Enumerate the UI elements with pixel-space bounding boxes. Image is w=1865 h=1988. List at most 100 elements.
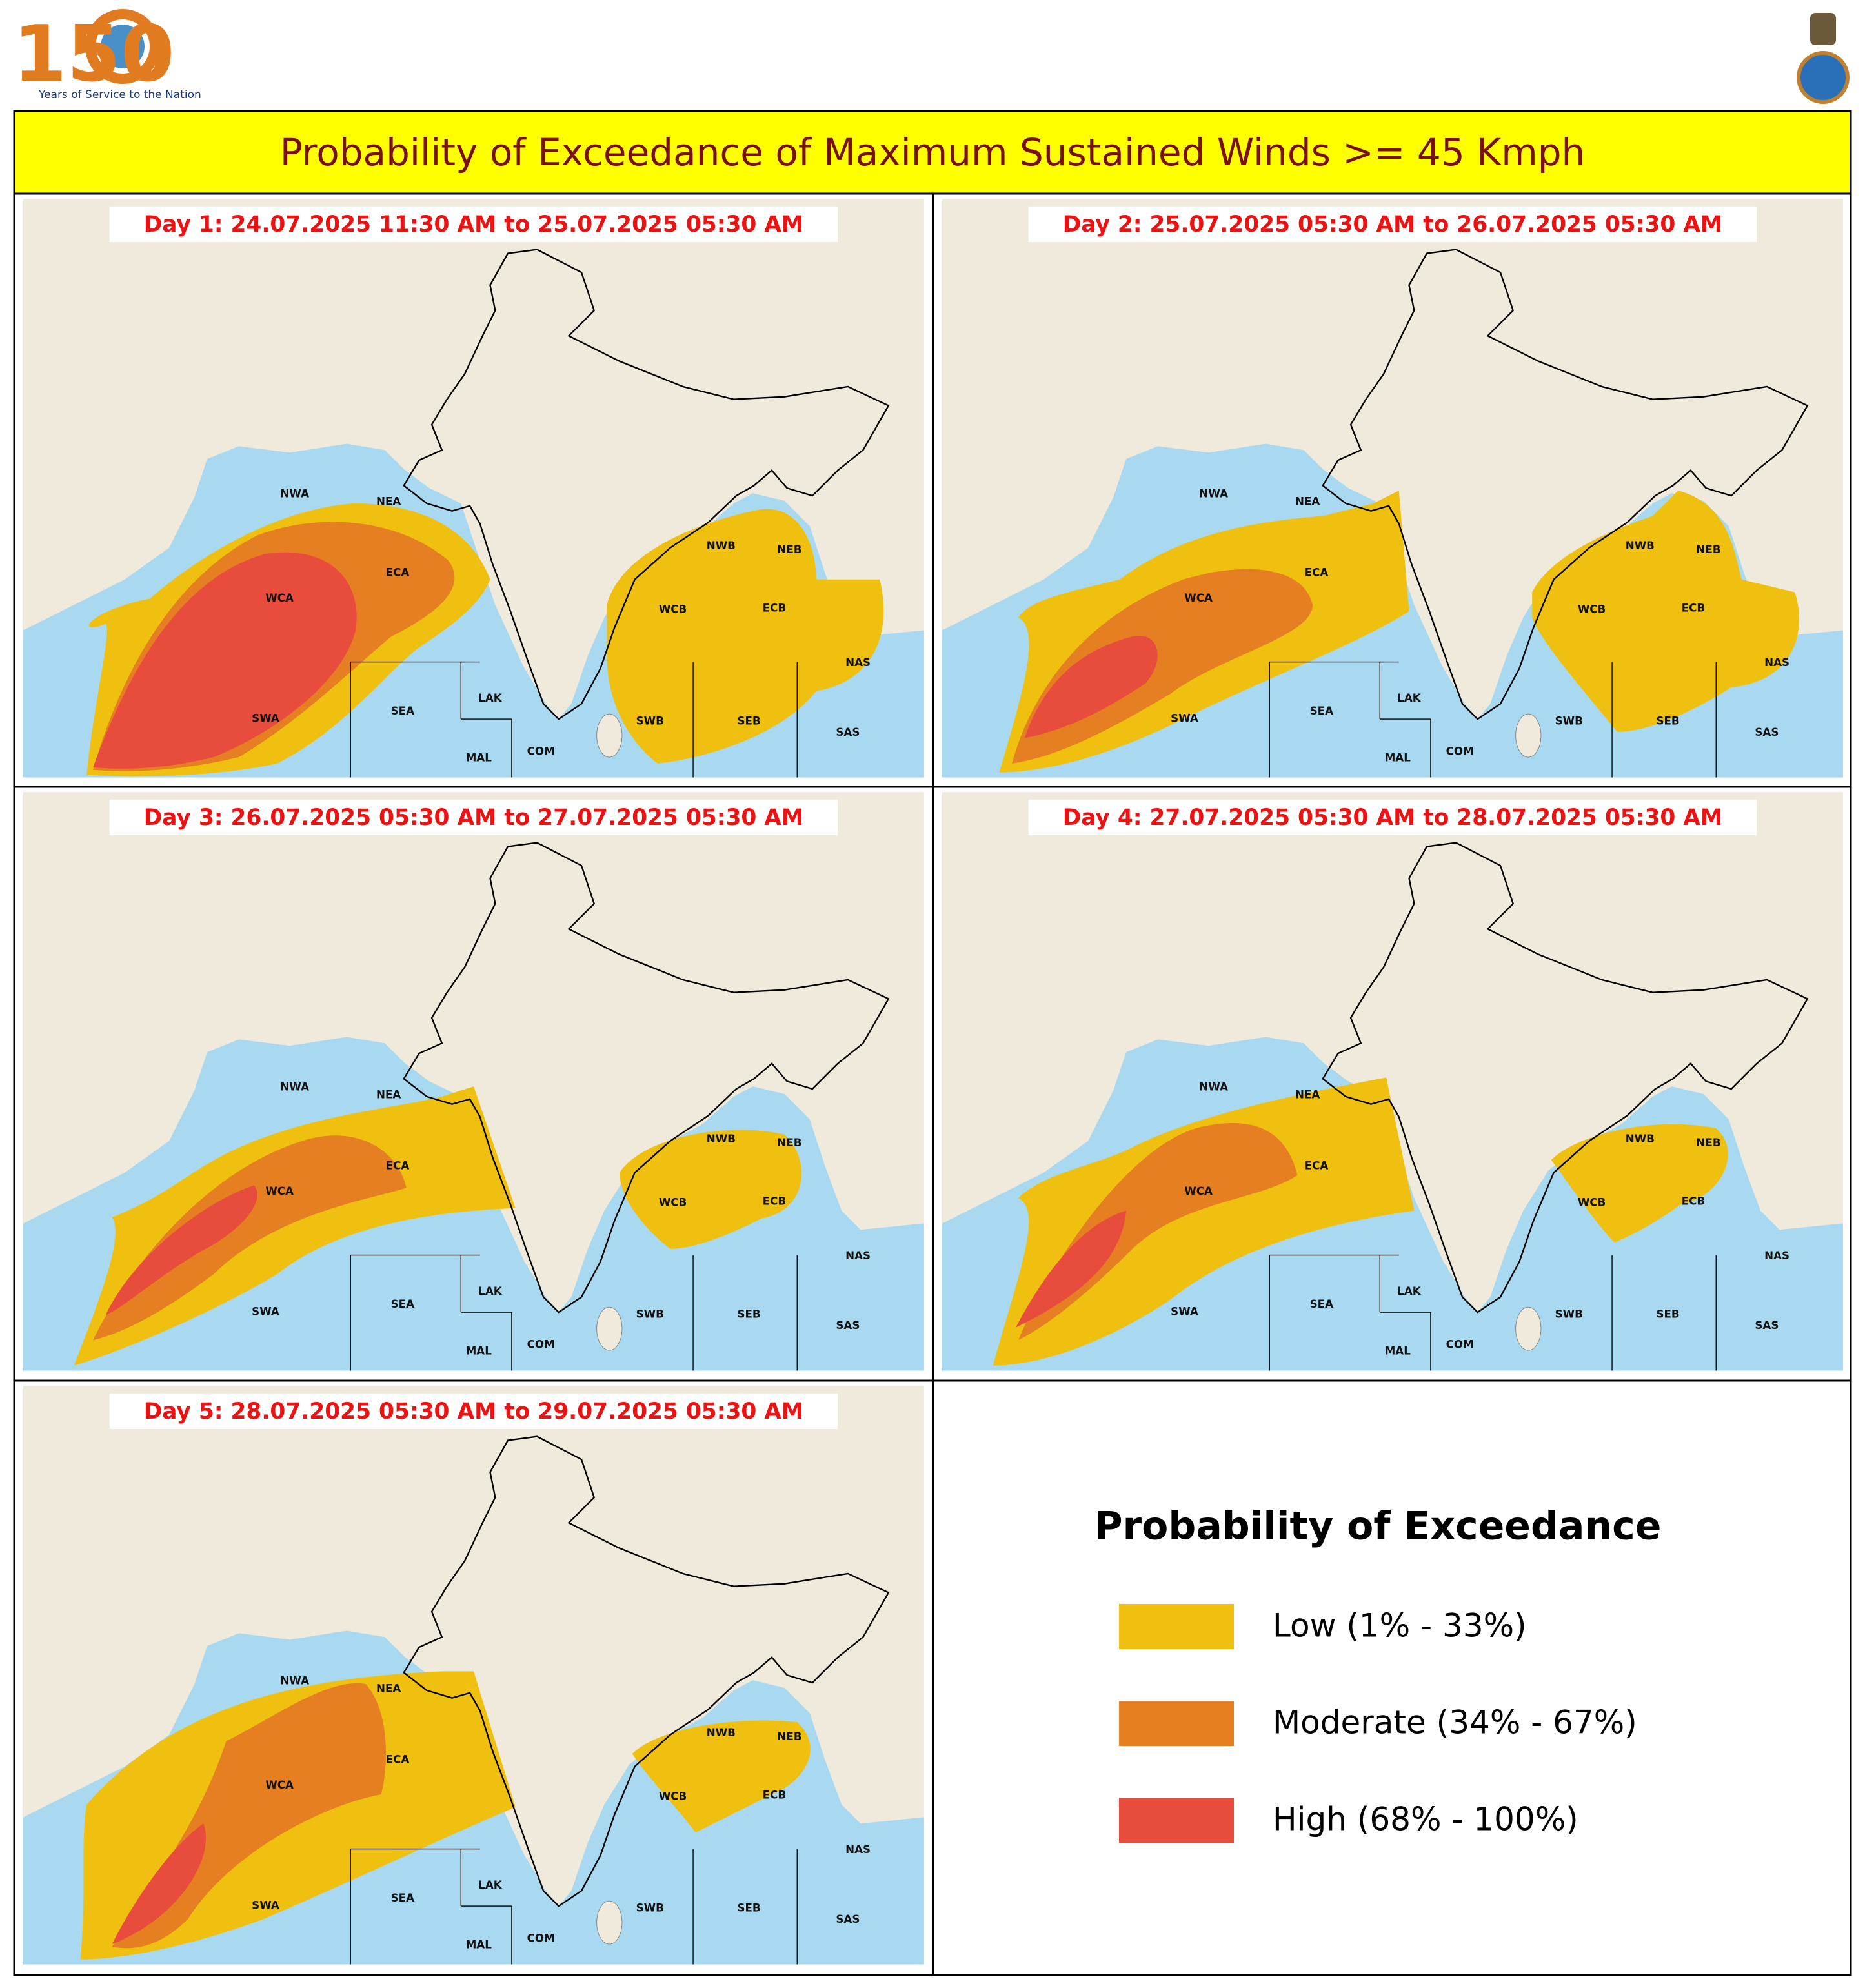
sri-lanka: [1515, 1306, 1542, 1351]
low-probability-area: [632, 1720, 811, 1833]
panel-title: Day 5: 28.07.2025 05:30 AM to 29.07.2025…: [144, 1399, 803, 1425]
legend-label: Moderate (34% - 67%): [1273, 1704, 1637, 1741]
india-outline: [1322, 249, 1809, 720]
region-label: NWA: [1199, 487, 1228, 500]
region-label: SEB: [737, 714, 760, 727]
legend-title: Probability of Exceedance: [1094, 1504, 1662, 1549]
region-label: SEB: [1656, 714, 1679, 727]
region-label: COM: [1446, 745, 1474, 758]
region-label: NWA: [280, 1674, 309, 1687]
india-outline: [403, 1435, 890, 1907]
region-label: NEA: [376, 494, 401, 507]
panel-title-box: [109, 1393, 838, 1429]
region-label: SWB: [1555, 1307, 1583, 1320]
region-label: WCA: [1184, 591, 1213, 604]
region-label: NWB: [1626, 539, 1655, 552]
region-label: NWB: [707, 539, 736, 552]
region-label: NWA: [280, 1080, 309, 1093]
region-label: WCB: [659, 1195, 687, 1208]
map-panel: NWA NEA ECA WCA SWA SEA LAK MAL COM NWB NEB WCB ECB N…: [942, 199, 1843, 778]
region-label: SEA: [391, 1297, 414, 1310]
region-label: SWA: [1171, 712, 1198, 725]
region-label: NEB: [777, 1730, 801, 1743]
region-label: NEB: [777, 1136, 801, 1149]
panel-title: Day 2: 25.07.2025 05:30 AM to 26.07.2025…: [1063, 212, 1722, 238]
region-label: NWB: [1626, 1132, 1655, 1145]
map-panel: NWA NEA ECA WCA SWA SEA LAK MAL COM NWB NEB WCB ECB N…: [23, 1386, 924, 1965]
region-label: WCB: [1578, 1195, 1606, 1208]
india-outline: [403, 249, 890, 720]
region-label: SWA: [252, 1305, 279, 1318]
region-label: NEB: [1696, 543, 1720, 556]
page-title: Probability of Exceedance of Maximum Sus…: [280, 130, 1586, 174]
emblem: [1797, 13, 1850, 104]
low-probability-area: [620, 1130, 802, 1249]
high-probability-area: [105, 1185, 257, 1315]
low-probability-area: [1532, 491, 1800, 732]
region-label: NWB: [707, 1726, 736, 1739]
region-label: NEA: [376, 1681, 401, 1694]
legend: Probability of Exceedance Low (1% - 33%)…: [1094, 1504, 1662, 1843]
region-label: ECA: [386, 1752, 410, 1765]
region-label: SWB: [636, 714, 664, 727]
region-label: NWB: [707, 1132, 736, 1145]
region-label: WCA: [1184, 1184, 1213, 1197]
high-probability-area: [93, 552, 357, 769]
region-label: SWA: [1171, 1305, 1198, 1318]
panel-title-box: [109, 206, 838, 242]
region-label: LAK: [478, 691, 503, 704]
low-probability-area: [607, 509, 884, 764]
panel-title-box: [1028, 206, 1757, 242]
region-label: WCA: [265, 591, 294, 604]
region-label: ECA: [386, 565, 410, 578]
region-label: ECB: [763, 1789, 786, 1801]
region-label: SEB: [737, 1901, 760, 1914]
region-label: NEA: [1295, 1088, 1320, 1100]
region-label: ECB: [763, 1195, 786, 1208]
panel-title: Day 4: 27.07.2025 05:30 AM to 28.07.2025…: [1063, 805, 1722, 831]
legend-label: High (68% - 100%): [1273, 1801, 1578, 1838]
moderate-probability-area: [93, 1135, 407, 1341]
sri-lanka: [1515, 713, 1542, 758]
region-label: WCB: [1578, 602, 1606, 615]
legend-swatch: [1119, 1701, 1234, 1746]
region-label: COM: [527, 1338, 555, 1351]
region-label: NEB: [1696, 1136, 1720, 1149]
region-label: NAS: [1764, 656, 1789, 669]
region-label: SEA: [391, 1891, 414, 1904]
high-probability-area: [112, 1823, 206, 1945]
region-label: MAL: [1385, 1344, 1411, 1357]
region-label: SAS: [836, 725, 860, 738]
region-label: NEB: [777, 543, 801, 556]
legend-swatch: [1119, 1604, 1234, 1649]
region-label: SAS: [836, 1912, 860, 1925]
logo-text: Years of Service to the Nation: [38, 88, 201, 101]
region-label: SEA: [1310, 704, 1333, 717]
region-label: SWB: [1555, 714, 1583, 727]
title-bar: [13, 110, 1852, 195]
region-label: SEA: [1310, 1297, 1333, 1310]
region-label: NEA: [1295, 494, 1320, 507]
india-outline: [403, 842, 890, 1314]
map-panel: NWA NEA ECA WCA SWA SEA LAK MAL COM NWB NEB WCB ECB N…: [23, 792, 924, 1371]
region-label: NAS: [1764, 1249, 1789, 1262]
high-probability-area: [1024, 635, 1158, 738]
logo-globe: [101, 25, 145, 68]
region-label: LAK: [1397, 691, 1422, 704]
region-label: NEA: [376, 1088, 401, 1100]
region-label: WCA: [265, 1184, 294, 1197]
region-label: SWB: [636, 1901, 664, 1914]
region-label: MAL: [1385, 751, 1411, 764]
low-probability-area: [993, 1077, 1415, 1366]
region-label: SAS: [1755, 725, 1779, 738]
region-label: SAS: [836, 1319, 860, 1332]
map-panel: NWA NEA ECA WCA SWA SEA LAK MAL COM NWB NEB WCB ECB N…: [942, 792, 1843, 1371]
region-label: SAS: [1755, 1319, 1779, 1332]
region-label: SEB: [737, 1307, 760, 1320]
region-label: SWB: [636, 1307, 664, 1320]
region-label: MAL: [466, 751, 492, 764]
region-label: MAL: [466, 1938, 492, 1951]
maps: NWA NEA ECA WCA SWA SEA LAK MAL COM NWB NEB WCB ECB N…: [23, 199, 1843, 1965]
panel-title-box: [109, 799, 838, 835]
